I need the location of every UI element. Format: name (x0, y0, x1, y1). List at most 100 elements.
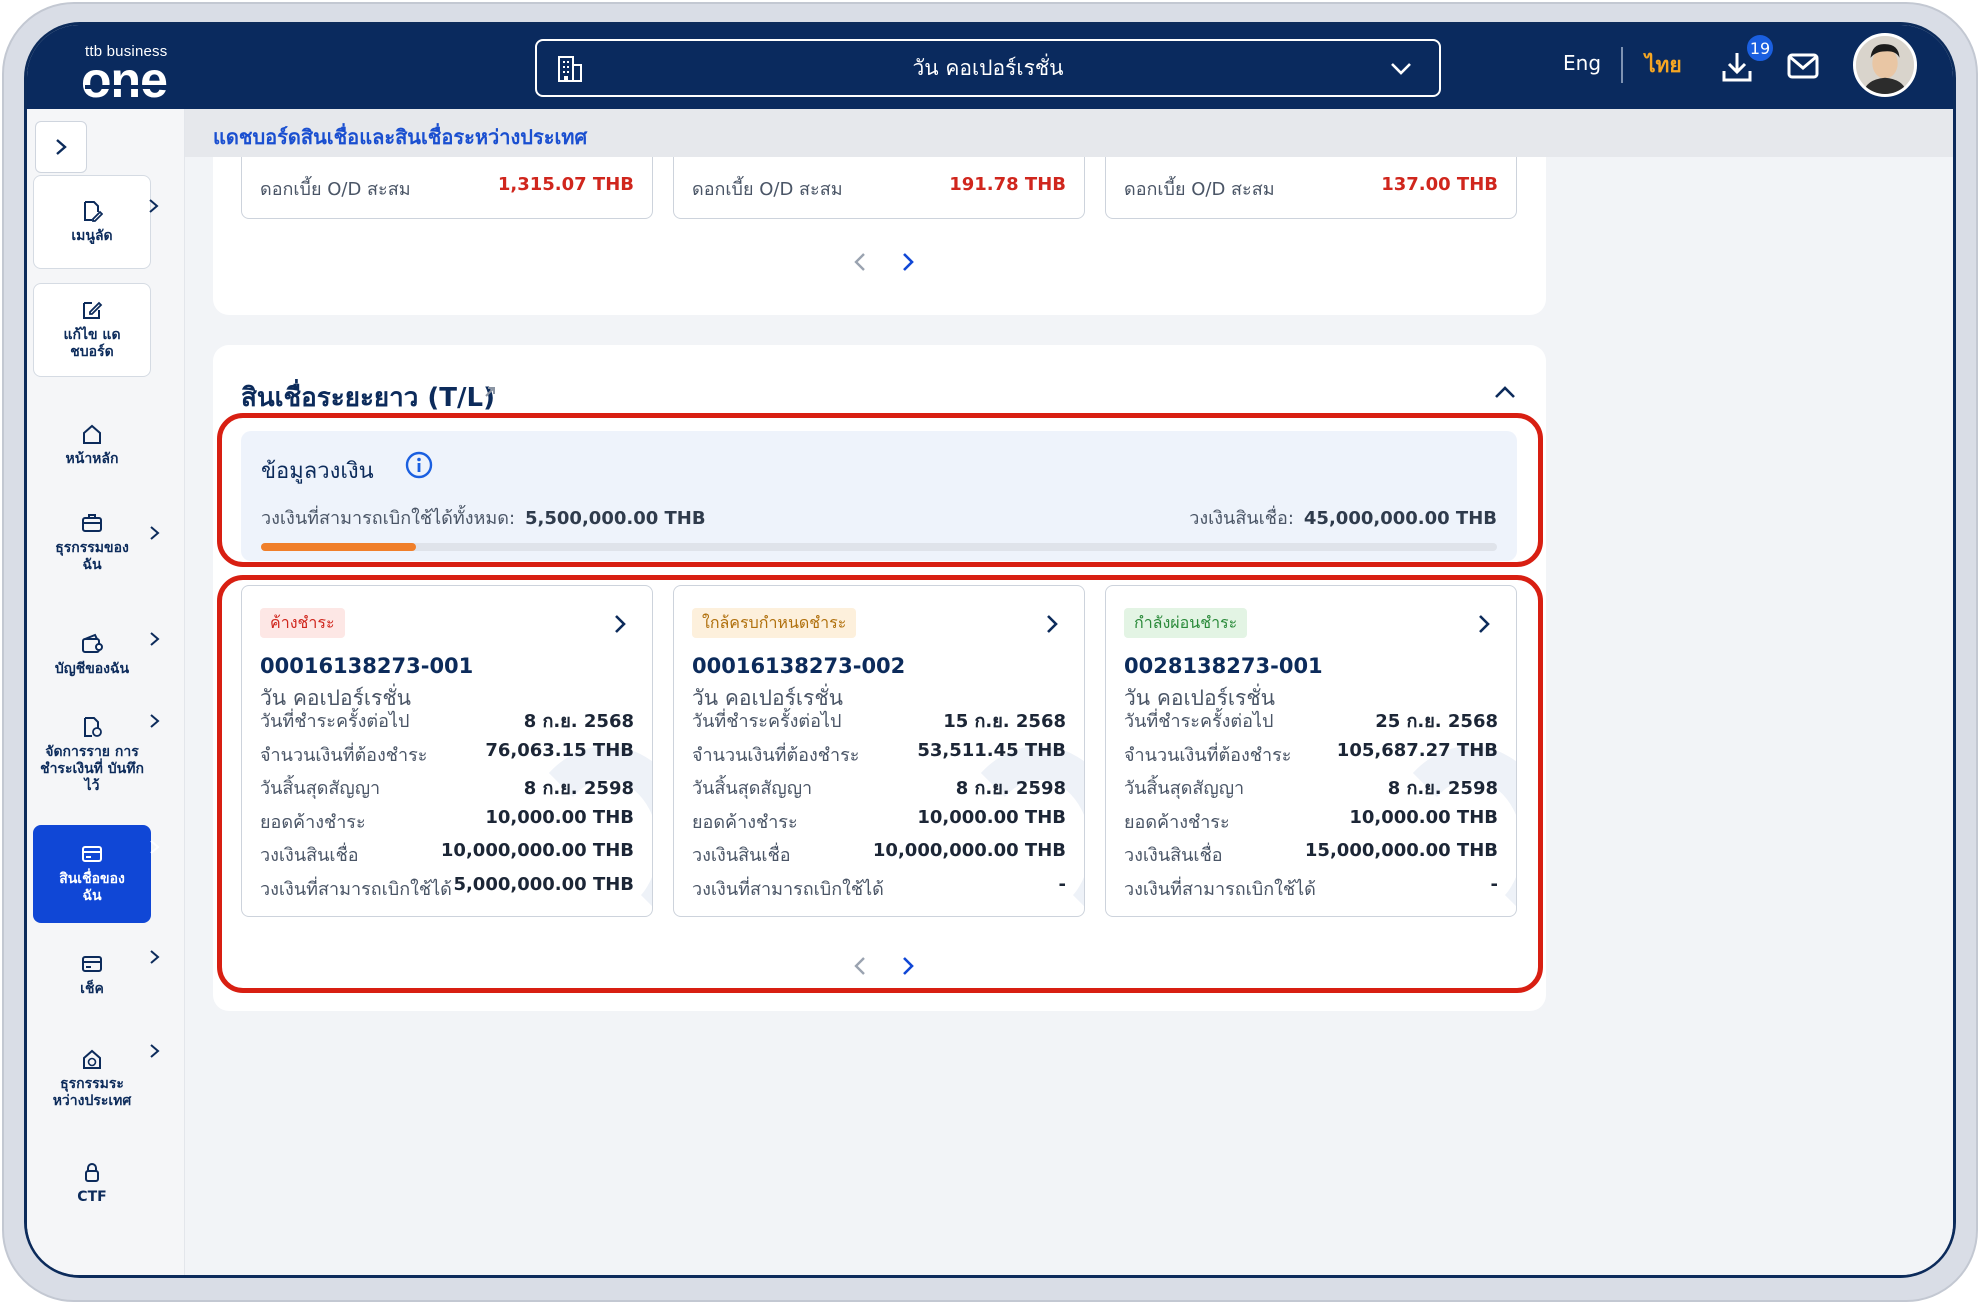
credit-limit-value: 10,000,000.00 THB (440, 840, 634, 861)
sidebar: เมนูลัด แก้ไข แดชบอร์ด หน้าหลัก ธุรกรรมข… (27, 109, 185, 1275)
sidebar-item-ctf[interactable]: CTF (33, 1153, 151, 1213)
download-icon[interactable] (1721, 49, 1753, 85)
loan-row: วงเงินสินเชื่อ 15,000,000.00 THB (1124, 840, 1498, 869)
chevron-right-icon (150, 840, 160, 854)
sidebar-item-my-transactions[interactable]: ธุรกรรมของ ฉัน (33, 503, 160, 583)
od-interest-value: 137.00 THB (1381, 174, 1498, 195)
contract-end-label: วันสิ้นสุดสัญญา (260, 778, 381, 799)
chevron-right-icon[interactable] (614, 614, 626, 634)
download-count-badge: 19 (1745, 33, 1775, 63)
brand-big-text: one (81, 52, 168, 108)
company-name: วัน คอเปอร์เรชั่น (912, 55, 1064, 80)
breadcrumb-bar: แดชบอร์ดสินเชื่อและสินเชื่อระหว่างประเทศ (185, 109, 1953, 157)
loan-card[interactable]: ใกล้ครบกำหนดชำระ 00016138273-002 วัน คอเ… (673, 585, 1085, 917)
sidebar-item-saved-payments[interactable]: จัดการราย การชำระเงินที่ บันทึกไว้ (33, 707, 160, 803)
highlight-loan-cards (217, 575, 1543, 993)
amount-due-value: 105,687.27 THB (1336, 740, 1498, 761)
amount-due-label: จำนวนเงินที่ต้องชำระ (692, 745, 860, 766)
sidebar-toggle-button[interactable] (35, 121, 87, 173)
credit-limit-value: 10,000,000.00 THB (872, 840, 1066, 861)
next-due-value: 25 ก.ย. 2568 (1375, 711, 1498, 732)
globe-house-icon (83, 1049, 101, 1069)
loan-row: วันสิ้นสุดสัญญา 8 ก.ย. 2598 (692, 773, 1066, 802)
sidebar-item-edit-dashboard[interactable]: แก้ไข แดชบอร์ด (33, 283, 151, 377)
sidebar-item-label: หน้าหลัก (65, 450, 119, 467)
sidebar-item-label: เมนูลัด (71, 227, 113, 244)
lang-thai-button[interactable]: ไทย (1645, 53, 1682, 77)
company-selector[interactable]: วัน คอเปอร์เรชั่น (535, 39, 1441, 97)
total-limit: วงเงินสินเชื่อ: 45,000,000.00 THB (1189, 503, 1497, 532)
chevron-up-icon[interactable] (1494, 385, 1516, 399)
briefcase-icon (82, 514, 102, 532)
loan-card[interactable]: ค้างชำระ 00016138273-001 วัน คอเปอร์เรชั… (241, 585, 653, 917)
app-window: ttb business one วัน คอเปอร์เรชั่น Eng ไ… (27, 25, 1953, 1275)
contract-end-value: 8 ก.ย. 2598 (1387, 778, 1498, 799)
section-title: สินเชื่อระยะยาว (T/L) (241, 383, 495, 413)
next-due-value: 8 ก.ย. 2568 (523, 711, 634, 732)
wallet-icon (82, 633, 103, 653)
info-icon[interactable] (405, 451, 433, 479)
od-interest-value: 191.78 THB (949, 174, 1066, 195)
brand-logo[interactable]: ttb business one (57, 35, 177, 105)
loan-row: วันสิ้นสุดสัญญา 8 ก.ย. 2598 (1124, 773, 1498, 802)
loan-row: วันที่ชำระครั้งต่อไป 15 ก.ย. 2568 (692, 706, 1066, 735)
limit-progress-bar (261, 543, 1497, 551)
breadcrumb[interactable]: แดชบอร์ดสินเชื่อและสินเชื่อระหว่างประเทศ (213, 125, 588, 149)
chevron-right-icon[interactable] (1478, 614, 1490, 634)
od-card[interactable]: ดอกเบี้ย O/D สะสม 1,315.07 THB (241, 157, 653, 219)
od-panel: ดอกเบี้ย O/D สะสม 1,315.07 THB ดอกเบี้ย O… (213, 157, 1546, 315)
chevron-right-icon (150, 1044, 160, 1058)
amount-due-label: จำนวนเงินที่ต้องชำระ (1124, 745, 1292, 766)
highlight-limit-box (217, 413, 1543, 567)
pencil-icon (83, 301, 103, 319)
chevron-right-icon[interactable] (899, 955, 917, 977)
loan-account-number: 00016138273-002 (692, 654, 906, 678)
chevron-right-icon (150, 714, 160, 728)
brand-small-text: ttb business (85, 43, 168, 60)
loan-row: ยอดค้างชำระ 10,000.00 THB (692, 807, 1066, 836)
od-card[interactable]: ดอกเบี้ย O/D สะสม 191.78 THB (673, 157, 1085, 219)
contract-end-value: 8 ก.ย. 2598 (955, 778, 1066, 799)
sidebar-item-cheque[interactable]: เช็ค (33, 945, 160, 1005)
mail-icon[interactable] (1787, 53, 1819, 79)
loan-pager (851, 955, 917, 977)
chevron-right-icon[interactable] (1046, 614, 1058, 634)
next-due-label: วันที่ชำระครั้งต่อไป (1124, 711, 1274, 732)
credit-limit-box: ข้อมูลวงเงิน วงเงินที่สามารถเบิกใช้ได้ทั… (241, 431, 1517, 561)
loan-row: จำนวนเงินที่ต้องชำระ 53,511.45 THB (692, 740, 1066, 769)
od-card[interactable]: ดอกเบี้ย O/D สะสม 137.00 THB (1105, 157, 1517, 219)
loan-row: วงเงินสินเชื่อ 10,000,000.00 THB (260, 840, 634, 869)
screen: ttb business one วัน คอเปอร์เรชั่น Eng ไ… (24, 22, 1956, 1278)
credit-limit-title: ข้อมูลวงเงิน (261, 459, 374, 484)
credit-limit-label: วงเงินสินเชื่อ (692, 845, 791, 866)
loan-card[interactable]: กำลังผ่อนชำระ 0028138273-001 วัน คอเปอร์… (1105, 585, 1517, 917)
chevron-left-icon[interactable] (851, 955, 869, 977)
chevron-left-icon[interactable] (851, 251, 869, 273)
od-interest-label: ดอกเบี้ย O/D สะสม (692, 179, 843, 200)
credit-limit-label: วงเงินสินเชื่อ (1124, 845, 1223, 866)
sidebar-item-my-loans[interactable]: สินเชื่อของ ฉัน (33, 825, 160, 923)
chevron-right-icon (150, 632, 160, 646)
amount-due-value: 53,511.45 THB (917, 740, 1066, 761)
sidebar-item-shortcut[interactable]: เมนูลัด (33, 175, 159, 269)
loan-company-name: วัน คอเปอร์เรชั่น (1124, 686, 1275, 710)
user-avatar[interactable] (1853, 33, 1917, 97)
sidebar-item-home[interactable]: หน้าหลัก (33, 415, 151, 475)
top-bar: ttb business one วัน คอเปอร์เรชั่น Eng ไ… (27, 25, 1953, 109)
od-interest-label: ดอกเบี้ย O/D สะสม (260, 179, 411, 200)
outstanding-value: 10,000.00 THB (917, 807, 1066, 828)
main-content: ดอกเบี้ย O/D สะสม 1,315.07 THB ดอกเบี้ย O… (185, 157, 1953, 1275)
chevron-down-icon (1391, 63, 1411, 75)
od-pager (851, 251, 917, 273)
chevron-right-icon[interactable] (899, 251, 917, 273)
next-due-value: 15 ก.ย. 2568 (943, 711, 1066, 732)
outstanding-value: 10,000.00 THB (1349, 807, 1498, 828)
sidebar-item-international[interactable]: ธุรกรรมระ หว่างประเทศ (33, 1039, 160, 1119)
sidebar-item-my-accounts[interactable]: บัญชีของฉัน (33, 625, 160, 685)
saved-payment-icon (84, 716, 102, 737)
sidebar-item-label: จัดการราย การชำระเงินที่ บันทึกไว้ (40, 743, 144, 794)
chevron-right-icon (56, 139, 67, 155)
external-link-icon[interactable] (483, 385, 497, 399)
lang-divider (1621, 47, 1623, 83)
lang-eng-button[interactable]: Eng (1563, 51, 1602, 75)
